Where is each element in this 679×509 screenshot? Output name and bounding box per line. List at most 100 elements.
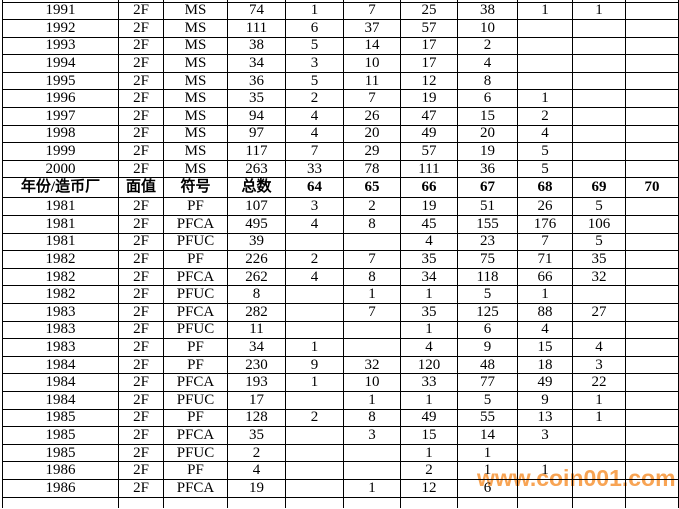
- table-cell: PFUC: [163, 320, 228, 340]
- table-cell: 7: [343, 303, 401, 322]
- table-cell: [625, 478, 679, 498]
- table-cell: 1: [285, 1, 344, 21]
- table-cell: 193: [227, 373, 286, 392]
- table-cell: 4: [572, 338, 626, 357]
- table-cell: [572, 426, 626, 445]
- table-cell: 2F: [118, 355, 164, 375]
- table-cell: 2F: [118, 232, 164, 252]
- table-cell: 117: [227, 142, 286, 161]
- table-cell: 10: [343, 373, 401, 392]
- table-cell: 1: [517, 461, 573, 480]
- table-cell: [343, 461, 401, 480]
- table-cell: [227, 496, 286, 509]
- table-cell: 22: [572, 373, 626, 392]
- table-cell: 7: [285, 142, 344, 161]
- table-cell: 1: [343, 285, 401, 304]
- table-cell: 2F: [118, 303, 164, 322]
- table-cell: 19: [400, 197, 458, 217]
- table-cell: 34: [227, 338, 286, 357]
- table-cell: PF: [163, 408, 228, 428]
- table-cell: 29: [343, 142, 401, 161]
- table-cell: 3: [343, 426, 401, 445]
- table-cell: [572, 443, 626, 463]
- table-row: 1986 2F PF 4 2 1 1: [2, 461, 679, 480]
- table-cell: [457, 496, 518, 509]
- table-cell: 1983: [2, 338, 119, 357]
- table-cell: 47: [400, 107, 458, 126]
- table-cell: [400, 496, 458, 509]
- table-row: 1981 2F PFUC 39 4 23 7 5: [2, 232, 679, 252]
- table-cell: 33: [400, 373, 458, 392]
- table-cell: 1: [457, 443, 518, 463]
- table-cell: 5: [285, 71, 344, 91]
- table-cell: 12: [400, 71, 458, 91]
- table-row: 1981 2F PF 107 3 2 19 51 26 5: [2, 197, 679, 217]
- table-cell: [517, 478, 573, 498]
- table-cell: [285, 461, 344, 480]
- table-cell: 1982: [2, 267, 119, 287]
- table-cell: 2F: [118, 19, 164, 38]
- table-cell: 7: [343, 89, 401, 109]
- table-row: 1981 2F PFCA 495 4 8 45 155 176 106: [2, 215, 679, 234]
- table-cell: 34: [227, 54, 286, 73]
- table-cell: 36: [457, 159, 518, 179]
- table-cell: 1991: [2, 1, 119, 21]
- table-cell: 2: [457, 36, 518, 56]
- table-cell: 57: [400, 19, 458, 38]
- column-header-cell: 66: [400, 177, 458, 199]
- table-cell: 118: [457, 267, 518, 287]
- table-cell: PFCA: [163, 426, 228, 445]
- table-row: 1982 2F PFUC 8 1 1 5 1: [2, 285, 679, 304]
- table-cell: [572, 124, 626, 144]
- table-cell: 1: [400, 285, 458, 304]
- table-cell: 25: [400, 1, 458, 21]
- table-cell: 1982: [2, 285, 119, 304]
- table-cell: 4: [517, 320, 573, 340]
- table-cell: 1: [400, 320, 458, 340]
- table-cell: 2F: [118, 267, 164, 287]
- table-cell: 2F: [118, 215, 164, 234]
- column-header-cell: 70: [625, 177, 679, 199]
- table-cell: [517, 36, 573, 56]
- table-cell: 7: [517, 232, 573, 252]
- table-cell: 4: [285, 107, 344, 126]
- table-cell: 2: [227, 443, 286, 463]
- column-header-cell: 符号: [163, 177, 228, 199]
- table-cell: 17: [400, 36, 458, 56]
- table-cell: PFCA: [163, 215, 228, 234]
- table-cell: 1: [572, 1, 626, 21]
- table-cell: 17: [400, 54, 458, 73]
- table-cell: 125: [457, 303, 518, 322]
- table-cell: 2F: [118, 124, 164, 144]
- table-cell: 1998: [2, 124, 119, 144]
- table-cell: 2: [400, 461, 458, 480]
- table-cell: [625, 285, 679, 304]
- table-row: 1982 2F PF 226 2 7 35 75 71 35: [2, 250, 679, 269]
- table-cell: 2F: [118, 285, 164, 304]
- table-cell: 2F: [118, 71, 164, 91]
- table-cell: 226: [227, 250, 286, 269]
- table-cell: 9: [285, 355, 344, 375]
- table-cell: 74: [227, 1, 286, 21]
- table-cell: 32: [343, 355, 401, 375]
- column-header-cell: 64: [285, 177, 344, 199]
- table-cell: [343, 443, 401, 463]
- table-cell: [572, 36, 626, 56]
- table-cell: 15: [517, 338, 573, 357]
- table-cell: 6: [457, 478, 518, 498]
- table-cell: 10: [457, 19, 518, 38]
- table-cell: 14: [343, 36, 401, 56]
- table-row: 2000 2F MS 263 33 78 111 36 5: [2, 159, 679, 179]
- table-cell: 37: [343, 19, 401, 38]
- table-cell: [625, 107, 679, 126]
- table-cell: 6: [457, 320, 518, 340]
- table-cell: PF: [163, 461, 228, 480]
- table-cell: 10: [343, 54, 401, 73]
- table-cell: 1: [400, 443, 458, 463]
- table-cell: [343, 232, 401, 252]
- table-cell: PFCA: [163, 373, 228, 392]
- table-cell: 4: [400, 338, 458, 357]
- table-cell: 1995: [2, 71, 119, 91]
